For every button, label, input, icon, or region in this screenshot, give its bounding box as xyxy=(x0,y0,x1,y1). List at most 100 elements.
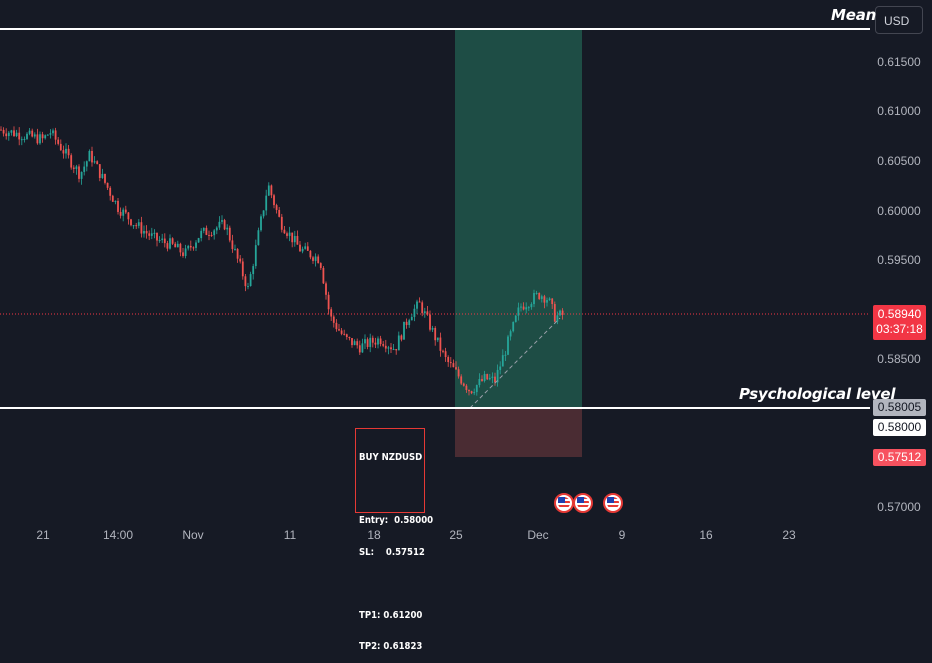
candle-body xyxy=(559,310,561,316)
candle-body xyxy=(356,341,359,346)
x-tick-label: Dec xyxy=(527,528,548,542)
candle-body xyxy=(358,345,361,353)
trade-note[interactable]: BUY NZDUSD Entry: 0.58000 SL: 0.57512 TP… xyxy=(355,428,433,652)
candle-body xyxy=(366,339,369,347)
candle-body xyxy=(390,347,392,350)
candle-body xyxy=(85,161,88,167)
candle-body xyxy=(122,209,125,216)
candle-body xyxy=(208,234,210,236)
candle-body xyxy=(127,212,130,220)
candle-body xyxy=(327,294,330,310)
candle-body xyxy=(421,302,424,314)
candle-body xyxy=(26,133,28,139)
candle-body xyxy=(275,205,278,210)
candle-body xyxy=(184,248,187,256)
currency-button[interactable]: USD xyxy=(875,6,923,34)
candle-body xyxy=(538,293,541,299)
loss-zone xyxy=(455,408,582,457)
candle-body xyxy=(109,187,112,196)
candles xyxy=(0,126,564,396)
candle-body xyxy=(98,164,101,178)
candle-body xyxy=(202,227,205,231)
candle-body xyxy=(46,134,49,136)
y-tick-label: 0.58500 xyxy=(877,352,921,366)
candle-body xyxy=(260,216,262,231)
candle-body xyxy=(0,129,2,131)
candle-body xyxy=(379,338,382,345)
price-chart[interactable]: 0.61500 0.61000 0.60500 0.60000 0.59500 … xyxy=(0,0,932,550)
candle-body xyxy=(96,161,99,165)
candle-body xyxy=(348,337,351,339)
candle-body xyxy=(470,391,473,394)
candle-body xyxy=(252,266,255,275)
candle-body xyxy=(434,327,437,341)
candle-body xyxy=(135,225,138,227)
candle-body xyxy=(449,362,452,364)
candle-body xyxy=(374,342,377,345)
candle-body xyxy=(57,139,60,144)
candle-body xyxy=(527,307,530,309)
candle-body xyxy=(423,311,426,314)
candle-body xyxy=(345,334,348,338)
candle-body xyxy=(340,330,343,334)
candle-body xyxy=(101,173,104,178)
candle-body xyxy=(447,357,450,363)
x-tick-label: 14:00 xyxy=(103,528,133,542)
us-flag-icon[interactable] xyxy=(554,493,574,513)
candle-body xyxy=(244,276,247,287)
candle-body xyxy=(322,267,325,284)
candle-body xyxy=(514,315,517,322)
trade-note-spacer xyxy=(359,485,421,496)
candle-body xyxy=(156,232,158,241)
candle-body xyxy=(20,139,23,141)
y-axis: 0.61500 0.61000 0.60500 0.60000 0.59500 … xyxy=(877,55,921,514)
candle-body xyxy=(520,306,522,308)
x-tick-label: Nov xyxy=(182,528,203,542)
candle-body xyxy=(462,383,465,386)
candle-body xyxy=(353,341,356,346)
candle-body xyxy=(210,235,213,237)
candle-body xyxy=(200,230,203,239)
candle-body xyxy=(150,233,153,236)
candle-body xyxy=(192,247,195,249)
candle-body xyxy=(325,283,327,295)
candle-body xyxy=(41,134,44,139)
candle-body xyxy=(78,166,80,179)
candle-body xyxy=(309,250,312,258)
candle-body xyxy=(317,256,320,264)
candle-body xyxy=(106,182,109,188)
candle-body xyxy=(67,148,70,156)
candle-body xyxy=(460,376,463,384)
x-tick-label: 18 xyxy=(367,528,381,542)
trade-note-entry: Entry: 0.58000 xyxy=(359,515,434,526)
candle-body xyxy=(221,220,223,222)
candle-body xyxy=(59,143,62,151)
candle-body xyxy=(52,130,54,134)
x-tick-label: 11 xyxy=(284,528,297,542)
psychological-level-label: Psychological level xyxy=(739,385,896,403)
candle-body xyxy=(452,363,455,368)
candle-body xyxy=(270,185,273,196)
candle-body xyxy=(83,166,86,172)
candle-body xyxy=(301,248,304,252)
candle-body xyxy=(31,130,34,137)
candle-body xyxy=(512,321,515,332)
candle-body xyxy=(267,185,270,196)
candle-body xyxy=(234,248,236,250)
candle-body xyxy=(33,134,36,137)
candle-body xyxy=(400,335,403,340)
candle-body xyxy=(153,232,156,234)
candle-body xyxy=(247,286,249,288)
us-flag-icon[interactable] xyxy=(603,493,623,513)
candle-body xyxy=(158,240,161,242)
us-flag-icon[interactable] xyxy=(573,493,593,513)
psych-price-tag: 0.58005 xyxy=(873,399,926,416)
candle-body xyxy=(278,209,281,217)
position-zones xyxy=(455,30,582,457)
candle-body xyxy=(540,296,543,299)
candle-body xyxy=(254,245,257,267)
candle-body xyxy=(70,155,73,168)
candle-body xyxy=(312,257,314,261)
candle-body xyxy=(205,227,208,235)
x-tick-label: 21 xyxy=(36,528,50,542)
